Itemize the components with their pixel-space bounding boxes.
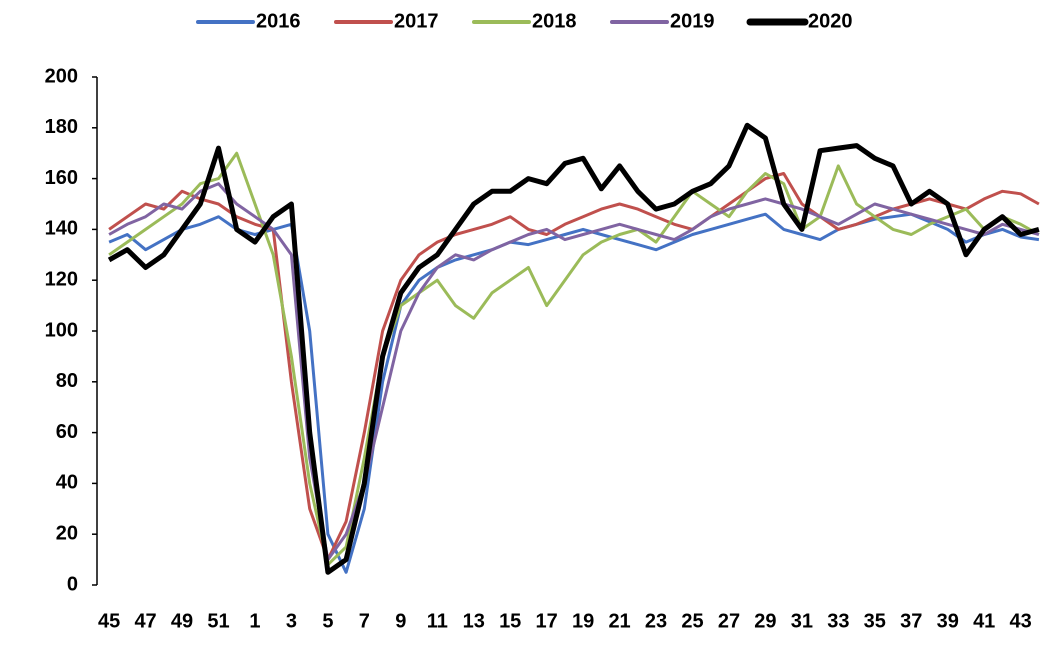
y-tick-label: 200 — [45, 65, 78, 87]
series-line — [107, 122, 1040, 575]
x-tick-label: 1 — [249, 610, 260, 632]
x-tick-label: 35 — [864, 610, 886, 632]
x-tick-label: 49 — [171, 610, 193, 632]
y-tick-label: 80 — [56, 370, 78, 392]
y-tick-label: 140 — [45, 218, 78, 240]
x-tick-label: 15 — [499, 610, 521, 632]
x-tick-label: 41 — [973, 610, 995, 632]
x-tick-label: 33 — [827, 610, 849, 632]
x-tick-label: 11 — [427, 610, 448, 632]
legend-label: 2018 — [532, 10, 577, 32]
x-tick-label: 17 — [536, 610, 558, 632]
y-tick-label: 100 — [45, 319, 78, 341]
x-tick-label: 51 — [207, 610, 229, 632]
legend-label: 2020 — [808, 10, 853, 32]
legend-label: 2019 — [670, 10, 715, 32]
x-tick-label: 19 — [572, 610, 594, 632]
y-tick-label: 120 — [45, 268, 78, 290]
legend-label: 2017 — [394, 10, 439, 32]
x-tick-label: 27 — [718, 610, 740, 632]
x-tick-label: 31 — [791, 610, 813, 632]
x-tick-label: 13 — [463, 610, 485, 632]
y-tick-label: 0 — [67, 573, 78, 595]
x-tick-label: 25 — [681, 610, 703, 632]
x-tick-label: 29 — [754, 610, 776, 632]
y-tick-label: 40 — [56, 472, 78, 494]
x-tick-label: 3 — [286, 610, 297, 632]
x-tick-label: 23 — [645, 610, 667, 632]
x-tick-label: 45 — [98, 610, 120, 632]
y-tick-label: 160 — [45, 167, 78, 189]
y-tick-label: 60 — [56, 421, 78, 443]
x-tick-label: 21 — [608, 610, 630, 632]
x-tick-label: 39 — [937, 610, 959, 632]
x-tick-label: 43 — [1010, 610, 1032, 632]
x-tick-label: 9 — [395, 610, 406, 632]
x-tick-label: 7 — [359, 610, 370, 632]
x-tick-label: 37 — [900, 610, 922, 632]
x-tick-label: 47 — [134, 610, 156, 632]
x-tick-label: 5 — [322, 610, 333, 632]
y-tick-label: 180 — [45, 116, 78, 138]
legend-label: 2016 — [256, 10, 301, 32]
series-line — [108, 182, 1040, 562]
y-tick-label: 20 — [56, 522, 78, 544]
